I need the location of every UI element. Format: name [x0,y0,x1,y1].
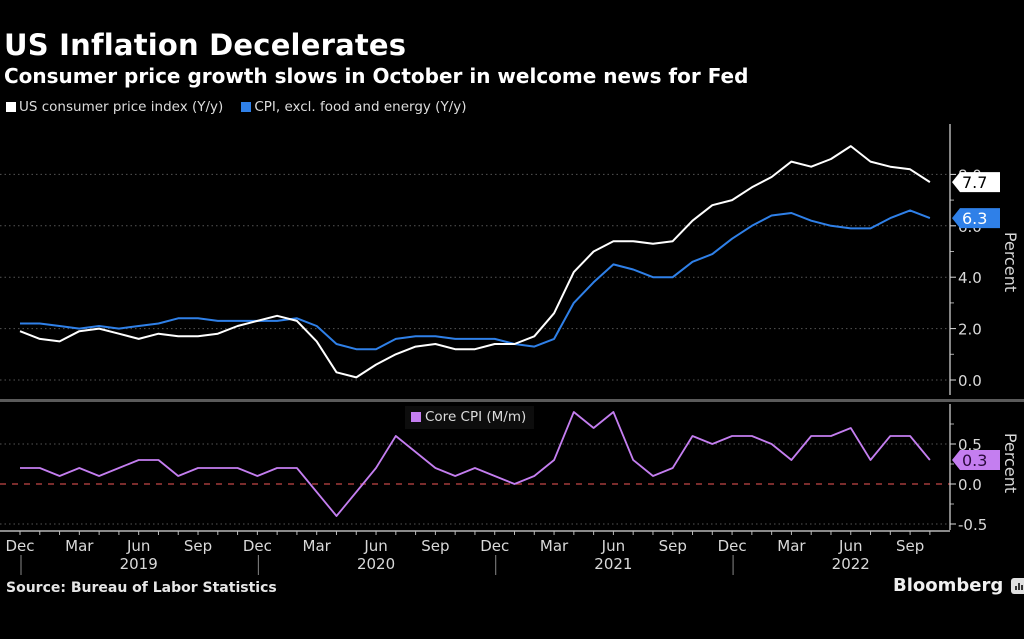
x-month-label: Sep [184,537,212,555]
legend-label-core: CPI, excl. food and energy (Y/y) [254,99,467,115]
legend-swatch-core [241,102,252,112]
cpi-yoy-last-tag [952,172,1000,193]
brand-label: Bloomberg [893,575,1004,596]
x-year-label: 2022 [832,555,870,573]
x-month-label: Jun [838,537,862,555]
x-month-label: Dec [718,537,747,555]
x-month-label: Sep [421,537,449,555]
core-cpi-yoy-last-value-label: 6.3 [962,209,987,228]
lower-y-axis-title: Percent [1001,433,1020,493]
x-month-label: Dec [5,537,34,555]
cpi-yoy-line [19,145,931,379]
x-month-label: Mar [540,537,569,555]
core-cpi-mom-last-tag [952,450,1000,470]
x-year-label: 2020 [357,555,395,573]
x-month-label: Mar [303,537,332,555]
source-note: Source: Bureau of Labor Statistics [6,580,277,596]
lower-legend: Core CPI (M/m) [405,406,535,429]
x-month-label: Jun [601,537,625,555]
legend-swatch-cpi [6,102,16,112]
legend-item-core: CPI, excl. food and energy (Y/y) [241,99,467,115]
x-month-label: Sep [659,537,687,555]
x-month-label: Dec [480,537,509,555]
core-cpi-mom-line [20,411,931,517]
core-cpi-yoy-line [20,209,931,351]
chart-subtitle: Consumer price growth slows in October i… [4,64,749,88]
x-month-label: Dec [243,537,272,555]
core-cpi-yoy-last-tag [952,208,1000,229]
upper-ytick-label: 2.0 [958,321,982,339]
x-year-label: 2021 [594,555,632,573]
panel-separator [0,399,1024,402]
legend-swatch-core-mm [411,412,421,422]
x-month-label: Jun [363,537,387,555]
upper-ytick-label: 0.0 [958,372,982,390]
legend-label-cpi: US consumer price index (Y/y) [19,99,224,115]
core-cpi-mom-last-value-label: 0.3 [962,451,987,470]
cpi-yoy-last-value-label: 7.7 [962,173,987,192]
legend-label-core-mm: Core CPI (M/m) [425,409,527,425]
upper-ytick-label: 4.0 [958,269,982,287]
bloomberg-brand: Bloomberg [893,575,1024,596]
upper-y-axis-title: Percent [1001,232,1020,292]
lower-ytick-label: 0.0 [958,476,982,494]
x-month-label: Jun [126,537,150,555]
bloomberg-chart-icon [1011,577,1024,594]
lower-ytick-label: 0.5 [958,436,982,454]
x-year-label: 2019 [120,555,158,573]
chart-title: US Inflation Decelerates [4,28,407,62]
x-month-label: Mar [777,537,806,555]
x-month-label: Mar [65,537,94,555]
upper-legend: US consumer price index (Y/y) CPI, excl.… [6,99,467,115]
legend-item-cpi: US consumer price index (Y/y) [6,99,223,115]
x-month-label: Sep [896,537,924,555]
lower-ytick-label: -0.5 [958,516,987,534]
